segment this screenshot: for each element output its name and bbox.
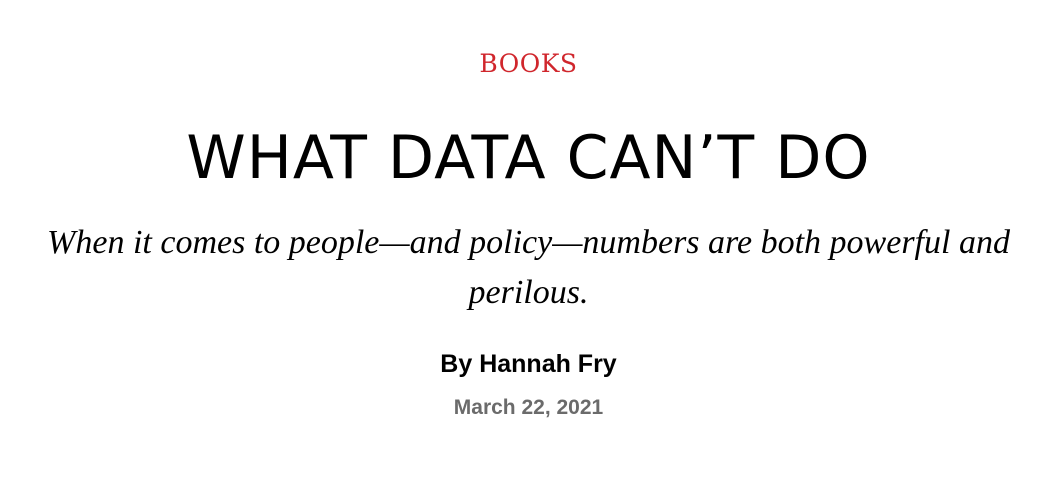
article-dek: When it comes to people—and policy—numbe… (47, 224, 1010, 311)
section-rubric-link[interactable]: BOOKS (479, 49, 578, 78)
author-link[interactable]: Hannah Fry (479, 350, 617, 378)
article-headline: WHAT DATA CAN’T DO (186, 123, 871, 193)
byline-prefix: By (440, 350, 473, 378)
byline: By Hannah Fry (0, 346, 1057, 382)
publish-date: March 22, 2021 (453, 396, 604, 419)
